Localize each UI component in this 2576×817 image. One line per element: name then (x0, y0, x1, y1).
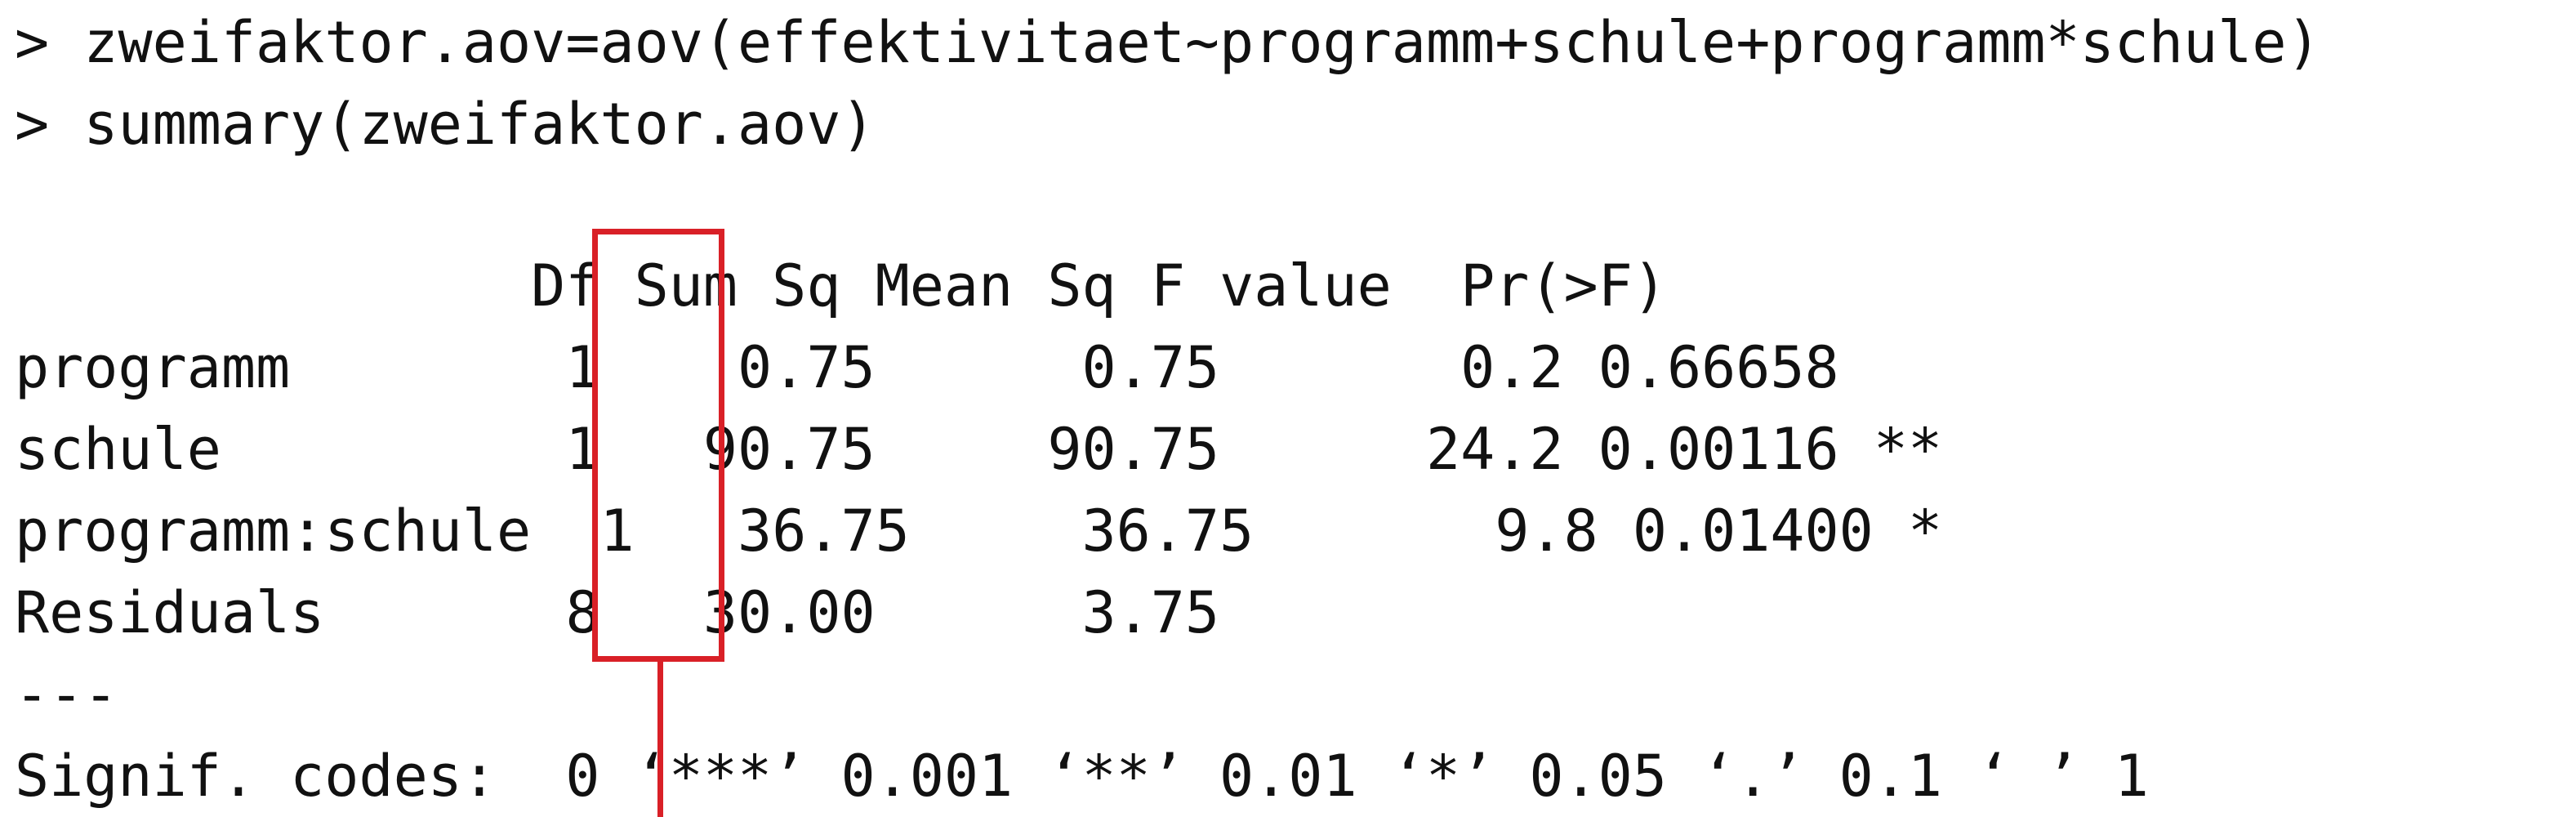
anova-row-schule: schule 1 90.75 90.75 24.2 0.00116 ** (15, 408, 1942, 490)
row-term: programm (15, 334, 291, 401)
row-term: programm:schule (15, 498, 532, 565)
row-sum-sq: 0.75 (738, 334, 876, 401)
row-mean-sq: 90.75 (1047, 416, 1220, 483)
significance-stars: ** (1873, 416, 1943, 483)
prompt-symbol: > (15, 9, 50, 76)
row-term: schule (15, 416, 221, 483)
row-p-value: 0.00116 (1598, 416, 1839, 483)
spacer (15, 252, 531, 319)
row-p-value: 0.01400 (1632, 498, 1874, 565)
command-text: zweifaktor.aov=aov(effektivitaet~program… (83, 9, 2321, 76)
row-df: 1 (599, 498, 635, 565)
column-header-p-value: Pr(>F) (1460, 252, 1667, 319)
command-line-2: > summary(zweifaktor.aov) (15, 83, 876, 165)
row-mean-sq: 0.75 (1081, 334, 1220, 401)
anova-header-row: Df Sum Sq Mean Sq F value Pr(>F) (15, 245, 1667, 327)
anova-row-programm: programm 1 0.75 0.75 0.2 0.66658 (15, 327, 1839, 408)
row-term: Residuals (15, 579, 325, 646)
row-mean-sq: 3.75 (1081, 579, 1220, 646)
row-f-value: 0.2 (1460, 334, 1564, 401)
row-sum-sq: 90.75 (702, 416, 876, 483)
command-text: summary(zweifaktor.aov) (83, 91, 876, 158)
column-header-df: Df (531, 252, 600, 319)
row-p-value: 0.66658 (1598, 334, 1839, 401)
highlight-pointer-line (657, 662, 663, 817)
significance-stars: * (1907, 498, 1943, 565)
row-f-value: 9.8 (1495, 498, 1598, 565)
column-header-f-value: F value (1150, 252, 1392, 319)
command-line-1: > zweifaktor.aov=aov(effektivitaet~progr… (15, 2, 2321, 83)
row-sum-sq: 36.75 (738, 498, 910, 565)
df-column-highlight-box (592, 229, 724, 662)
signif-codes-legend: Signif. codes: 0 ‘***’ 0.001 ‘**’ 0.01 ‘… (15, 743, 2149, 810)
row-sum-sq: 30.00 (702, 579, 876, 646)
column-header-mean-sq: Mean Sq (875, 252, 1116, 319)
anova-row-programm-schule: programm:schule 1 36.75 36.75 9.8 0.0140… (15, 490, 1942, 572)
anova-row-residuals: Residuals 8 30.00 3.75 (15, 572, 1219, 654)
row-f-value: 24.2 (1425, 416, 1564, 483)
prompt-symbol: > (15, 91, 50, 158)
row-mean-sq: 36.75 (1081, 498, 1255, 565)
anova-separator: --- (15, 661, 118, 728)
